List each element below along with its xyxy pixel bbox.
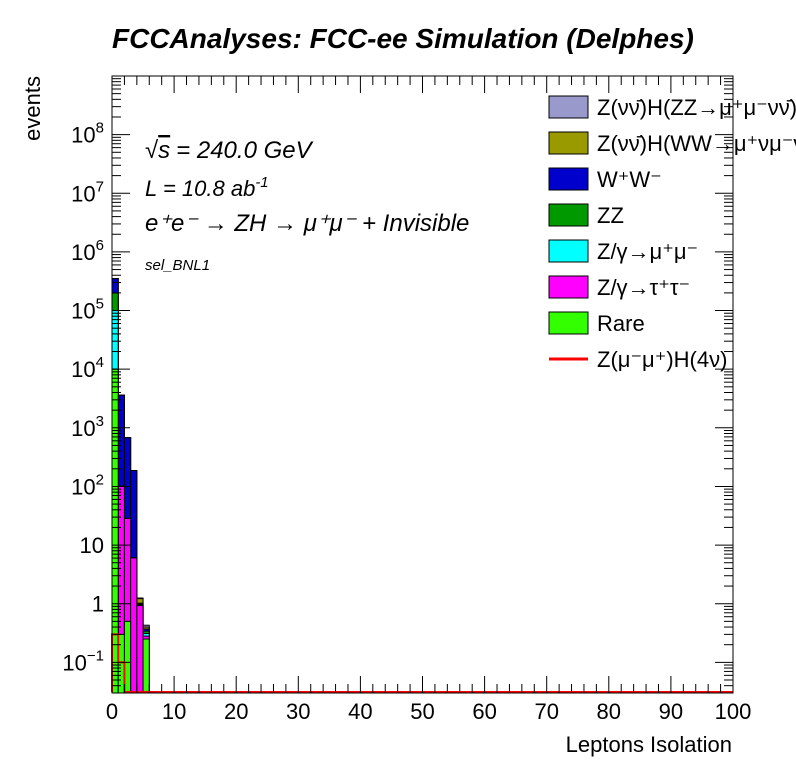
y-tick-label: 108 — [71, 120, 104, 148]
luminosity-exponent: -1 — [255, 174, 268, 191]
y-tick-label: 106 — [71, 237, 104, 265]
y-tick-label: 107 — [71, 178, 104, 206]
y-tick-label: 105 — [71, 296, 104, 324]
y-axis-label: events — [20, 76, 45, 141]
x-tick-label: 20 — [224, 699, 248, 724]
x-tick-label: 90 — [659, 699, 683, 724]
sqrt-s-letter: s — [158, 137, 170, 164]
x-tick-label: 70 — [534, 699, 558, 724]
legend-label: Rare — [597, 311, 645, 336]
legend-label: Z(νν̄)H(WW→μ⁺νμ⁻ν̄) — [597, 131, 796, 156]
legend-label: Z(νν̄)H(ZZ→μ⁺μ⁻νν̄) — [597, 95, 796, 120]
x-tick-label: 100 — [715, 699, 752, 724]
axis-ticks: 0 10 20 30 40 50 60 70 80 90 100 10−1 1 10 102 103 104 10… — [62, 76, 751, 724]
legend-swatch — [548, 203, 589, 227]
y-tick-label: 10 — [80, 533, 104, 558]
luminosity-label: L = 10.8 ab-1 — [145, 174, 269, 201]
bar-rare-bin-5 — [142, 638, 150, 694]
bar-z--bin-3 — [130, 557, 138, 694]
legend: Z(νν̄)H(ZZ→μ⁺μ⁻νν̄) Z(νν̄)H(WW→μ⁺νμ⁻ν̄) W⁺… — [548, 95, 796, 372]
x-tick-label: 80 — [597, 699, 621, 724]
luminosity-value: L = 10.8 ab — [145, 176, 255, 201]
sqrt-s-value: = 240.0 GeV — [176, 137, 313, 164]
histogram-bars — [111, 278, 733, 694]
y-tick-label: 104 — [71, 354, 104, 382]
x-tick-label: 60 — [472, 699, 496, 724]
legend-label: Z(μ⁻μ⁺)H(4ν) — [597, 347, 727, 372]
y-tick-label: 1 — [92, 592, 104, 617]
legend-swatch — [548, 95, 589, 119]
y-tick-label: 103 — [71, 413, 104, 441]
legend-label: Z/γ→μ⁺μ⁻ — [597, 239, 698, 264]
legend-swatch — [548, 131, 589, 155]
x-tick-label: 50 — [410, 699, 434, 724]
legend-swatch — [548, 311, 589, 335]
process-label: e⁺e⁻ → ZH → μ⁺μ⁻ + Invisible — [145, 210, 469, 237]
y-tick-label: 10−1 — [62, 647, 104, 675]
x-tick-label: 30 — [286, 699, 310, 724]
annotation-block: √s = 240.0 GeV L = 10.8 ab-1 e⁺e⁻ → ZH → … — [145, 137, 469, 274]
sqrt-symbol: √ — [145, 137, 159, 164]
legend-swatch — [548, 239, 589, 263]
legend-label: Z/γ→τ⁺τ⁻ — [597, 275, 690, 300]
sqrt-s-label: √s = 240.0 GeV — [145, 137, 314, 164]
x-tick-label: 10 — [162, 699, 186, 724]
legend-label: ZZ — [597, 203, 624, 228]
x-axis-label: Leptons Isolation — [566, 732, 732, 757]
legend-swatch — [548, 275, 589, 299]
chart-title: FCCAnalyses: FCC-ee Simulation (Delphes) — [112, 23, 694, 54]
x-tick-label: 0 — [106, 699, 118, 724]
bar-z--bin-4 — [136, 605, 144, 694]
plot-frame — [111, 75, 734, 694]
selection-label: sel_BNL1 — [145, 257, 210, 274]
legend-label: W⁺W⁻ — [597, 167, 662, 192]
legend-swatch — [548, 167, 589, 191]
x-tick-label: 40 — [348, 699, 372, 724]
y-tick-label: 102 — [71, 471, 104, 499]
